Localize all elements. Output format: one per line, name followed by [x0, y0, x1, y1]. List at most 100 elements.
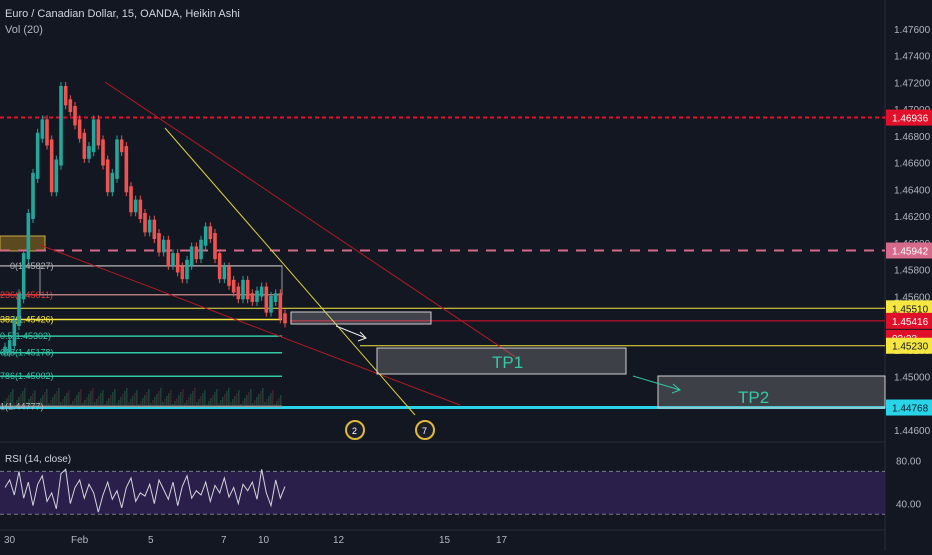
- volume-bar: [154, 397, 156, 408]
- x-tick-label: 17: [496, 535, 508, 546]
- candle: [189, 246, 194, 266]
- volume-bar: [208, 401, 210, 408]
- volume-bar: [102, 390, 104, 408]
- volume-bar: [196, 402, 198, 408]
- candle: [147, 219, 152, 233]
- volume-bar: [32, 393, 34, 408]
- volume-bar: [190, 394, 192, 408]
- volume-bar: [50, 400, 52, 408]
- candle: [49, 139, 54, 193]
- candle: [17, 293, 21, 326]
- candle: [180, 266, 185, 280]
- volume-bar: [256, 397, 258, 408]
- fib-label: 618(1.45178): [0, 348, 54, 358]
- candle: [269, 295, 273, 313]
- candle: [45, 119, 49, 146]
- x-tick-label: 5: [148, 535, 154, 546]
- y-tick-label: 1.45000: [894, 373, 931, 384]
- fib-label: 786(1.45002): [0, 371, 54, 381]
- candle: [222, 266, 227, 280]
- rsi-tick-label: 80.00: [896, 457, 921, 468]
- rsi-band: [0, 471, 885, 515]
- candle: [264, 286, 269, 313]
- volume-bar: [4, 401, 6, 408]
- volume-bar: [42, 395, 44, 408]
- price-candles: [3, 81, 287, 357]
- price-label: 1.46936: [892, 114, 929, 125]
- volume-bar: [72, 401, 74, 408]
- candle: [87, 146, 91, 159]
- volume-bar: [54, 394, 56, 408]
- volume-label: Vol (20): [5, 24, 43, 36]
- volume-bar: [76, 395, 78, 408]
- volume-bar: [110, 395, 112, 408]
- volume-bar: [170, 390, 172, 408]
- volume-bar: [48, 403, 50, 408]
- volume-bar: [216, 389, 218, 408]
- price-label-bg: [886, 312, 932, 329]
- x-tick-label: 15: [439, 535, 451, 546]
- volume-bar: [270, 393, 272, 408]
- volume-bar: [90, 391, 92, 408]
- candle: [213, 233, 217, 260]
- tp2-label: TP2: [738, 388, 769, 407]
- candle: [12, 320, 17, 347]
- fib-range-box: [39, 265, 283, 296]
- volume-bar: [130, 399, 132, 408]
- volume-bar: [180, 392, 182, 408]
- candle: [236, 286, 241, 300]
- candle: [96, 119, 101, 146]
- volume-bar: [152, 400, 154, 408]
- fib-label: 1(1.44777): [0, 401, 44, 411]
- arrow-head-2: [671, 383, 681, 394]
- candle: [59, 85, 63, 166]
- volume-bar: [22, 391, 24, 408]
- volume-bar: [44, 392, 46, 408]
- rsi-label: RSI (14, close): [5, 454, 71, 465]
- volume-bar: [234, 396, 236, 408]
- volume-bar: [160, 388, 162, 408]
- volume-bar: [168, 393, 170, 408]
- volume-bar: [218, 403, 220, 408]
- candle: [278, 293, 283, 320]
- x-tick-label: 30: [4, 535, 16, 546]
- volume-bar: [92, 388, 94, 408]
- volume-bar: [186, 400, 188, 408]
- volume-bar: [162, 402, 164, 408]
- volume-bar: [246, 395, 248, 408]
- volume-bar: [66, 393, 68, 408]
- volume-bar: [142, 398, 144, 408]
- candle: [110, 172, 115, 193]
- volume-bar: [80, 389, 82, 408]
- arrow-head-1: [357, 331, 367, 342]
- volume-bar: [24, 388, 26, 408]
- volume-bar: [108, 398, 110, 408]
- supply-zone-box: [0, 235, 46, 252]
- volume-bar: [200, 396, 202, 408]
- volume-bar: [264, 402, 266, 408]
- candle: [199, 239, 203, 260]
- volume-bar: [166, 396, 168, 408]
- volume-bar: [14, 403, 16, 408]
- volume-bar: [68, 390, 70, 408]
- volume-bar: [134, 393, 136, 408]
- volume-bar: [62, 399, 64, 408]
- volume-bar: [174, 401, 176, 408]
- arrow-line-1: [335, 325, 367, 339]
- volume-bar: [20, 394, 22, 408]
- candle: [82, 132, 87, 159]
- volume-bar: [184, 403, 186, 408]
- y-tick-label: 1.46800: [894, 132, 931, 143]
- volume-bar: [30, 396, 32, 408]
- candle: [124, 146, 129, 193]
- volume-bar: [176, 398, 178, 408]
- volume-bar: [254, 400, 256, 408]
- volume-bar: [272, 390, 274, 408]
- price-label-bg: [886, 399, 932, 416]
- volume-bar: [146, 392, 148, 408]
- event-badge-count: 7: [422, 426, 427, 436]
- volume-bar: [52, 397, 54, 408]
- candle: [26, 213, 31, 260]
- volume-bar: [12, 389, 14, 408]
